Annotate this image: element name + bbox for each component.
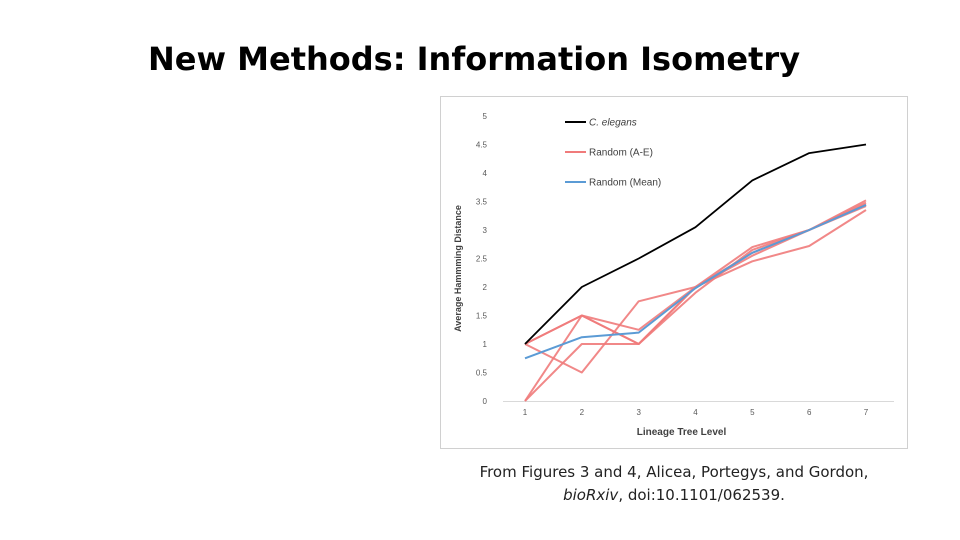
legend-label: C. elegans xyxy=(589,118,637,129)
x-tick-label: 6 xyxy=(807,408,812,417)
series-line-random xyxy=(524,201,867,402)
caption-doi: , doi:10.1101/062539. xyxy=(618,486,785,504)
caption-journal: bioRxiv xyxy=(563,486,619,504)
y-tick-label: 5 xyxy=(483,112,488,121)
x-tick-label: 5 xyxy=(750,408,755,417)
x-tick-label: 3 xyxy=(636,408,641,417)
legend-label: Random (Mean) xyxy=(589,178,661,189)
series-line-mean xyxy=(524,203,867,360)
slide-title: New Methods: Information Isometry xyxy=(147,40,801,78)
y-tick-label: 2.5 xyxy=(476,255,488,264)
x-tick-label: 2 xyxy=(580,408,585,417)
y-tick-label: 2 xyxy=(483,283,488,292)
y-tick-label: 3 xyxy=(483,226,488,235)
y-axis-title: Average Hammming Distance xyxy=(453,205,463,332)
series-line-random xyxy=(524,209,867,374)
x-tick-label: 7 xyxy=(864,408,869,417)
x-tick-label: 4 xyxy=(693,408,698,417)
caption-line-2: bioRxiv, doi:10.1101/062539. xyxy=(440,484,908,507)
y-tick-label: 4 xyxy=(483,169,488,178)
y-tick-label: 3.5 xyxy=(476,198,488,207)
y-tick-label: 1.5 xyxy=(476,312,488,321)
caption-line-1: From Figures 3 and 4, Alicea, Portegys, … xyxy=(479,463,869,481)
series-line-random xyxy=(524,203,867,402)
y-tick-label: 1 xyxy=(483,340,488,349)
x-tick-label: 1 xyxy=(523,408,528,417)
y-tick-label: 0.5 xyxy=(476,369,488,378)
y-tick-label: 0 xyxy=(483,397,488,406)
legend-label: Random (A-E) xyxy=(589,148,653,159)
line-chart: 0 0.5 1 1.5 2 2.5 3 3.5 4 4.5 5 1 2 3 4 5 6 7 Lineage Tree… xyxy=(453,112,894,438)
series-line-celegans xyxy=(524,143,867,345)
figure-caption: From Figures 3 and 4, Alicea, Portegys, … xyxy=(440,461,908,507)
y-tick-label: 4.5 xyxy=(476,141,488,150)
x-axis-title: Lineage Tree Level xyxy=(637,427,727,438)
chart-frame: 0 0.5 1 1.5 2 2.5 3 3.5 4 4.5 5 1 2 3 4 5 6 7 Lineage Tree… xyxy=(440,96,908,449)
